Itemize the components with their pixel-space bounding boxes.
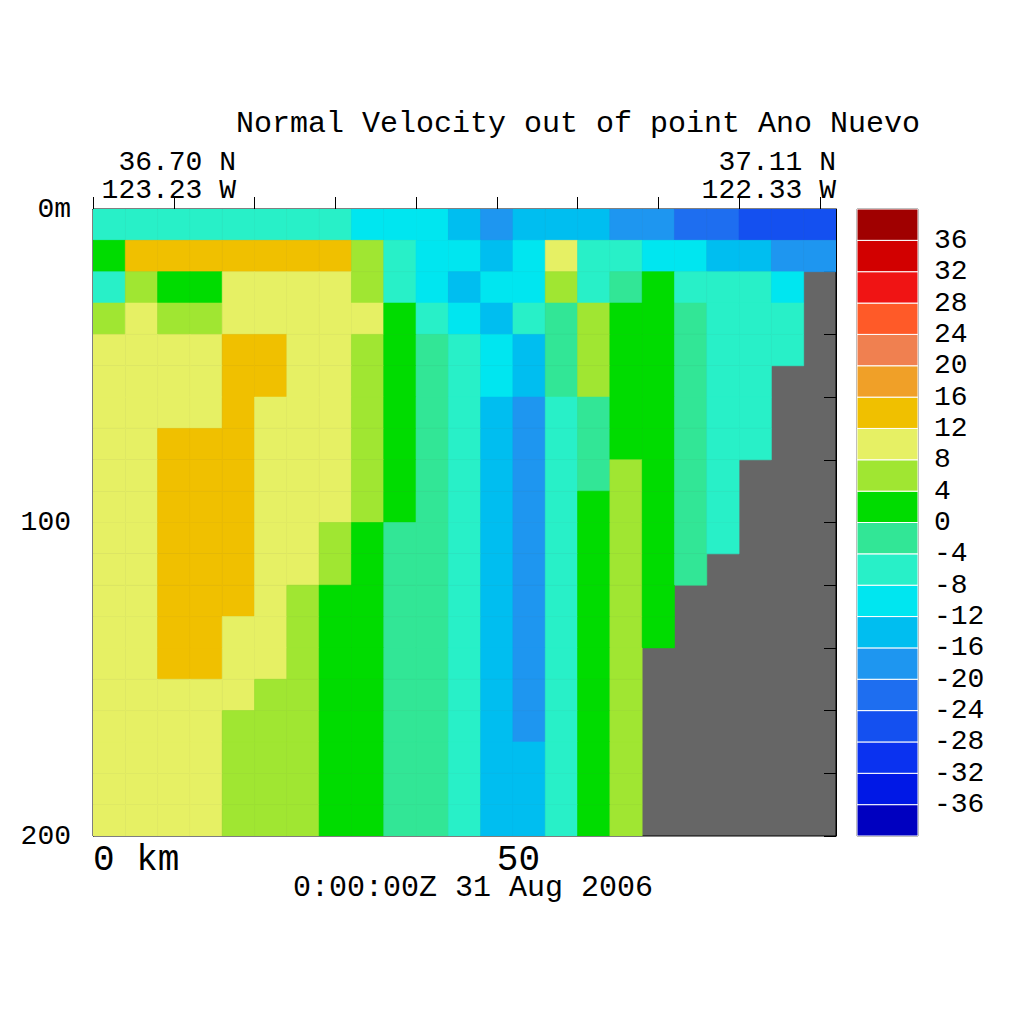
svg-text:4: 4 (934, 476, 951, 507)
svg-text:-4: -4 (934, 538, 968, 569)
svg-text:32: 32 (934, 256, 968, 287)
svg-text:123.23 W: 123.23 W (102, 175, 237, 206)
svg-text:36: 36 (934, 225, 968, 256)
svg-text:8: 8 (934, 444, 951, 475)
svg-text:-36: -36 (934, 789, 984, 820)
svg-text:0:00:00Z 31 Aug 2006: 0:00:00Z 31 Aug 2006 (293, 871, 653, 905)
svg-text:122.33 W: 122.33 W (702, 175, 837, 206)
svg-text:0 km: 0 km (93, 840, 179, 881)
svg-text:24: 24 (934, 319, 968, 350)
svg-text:-12: -12 (934, 601, 984, 632)
svg-text:28: 28 (934, 288, 968, 319)
svg-text:37.11 N: 37.11 N (718, 147, 836, 178)
svg-text:-20: -20 (934, 664, 984, 695)
svg-text:0: 0 (934, 507, 951, 538)
svg-text:-16: -16 (934, 632, 984, 663)
svg-text:20: 20 (934, 350, 968, 381)
svg-text:36.70 N: 36.70 N (118, 147, 236, 178)
svg-text:16: 16 (934, 382, 968, 413)
svg-text:50: 50 (497, 840, 540, 881)
svg-text:200: 200 (21, 821, 71, 852)
svg-text:0m: 0m (37, 194, 71, 225)
svg-text:-28: -28 (934, 726, 984, 757)
svg-text:-32: -32 (934, 758, 984, 789)
svg-text:Normal Velocity out of point A: Normal Velocity out of point Ano Nuevo (236, 107, 920, 141)
svg-text:100: 100 (21, 507, 71, 538)
svg-text:12: 12 (934, 413, 968, 444)
svg-text:-8: -8 (934, 570, 968, 601)
svg-text:-24: -24 (934, 695, 984, 726)
